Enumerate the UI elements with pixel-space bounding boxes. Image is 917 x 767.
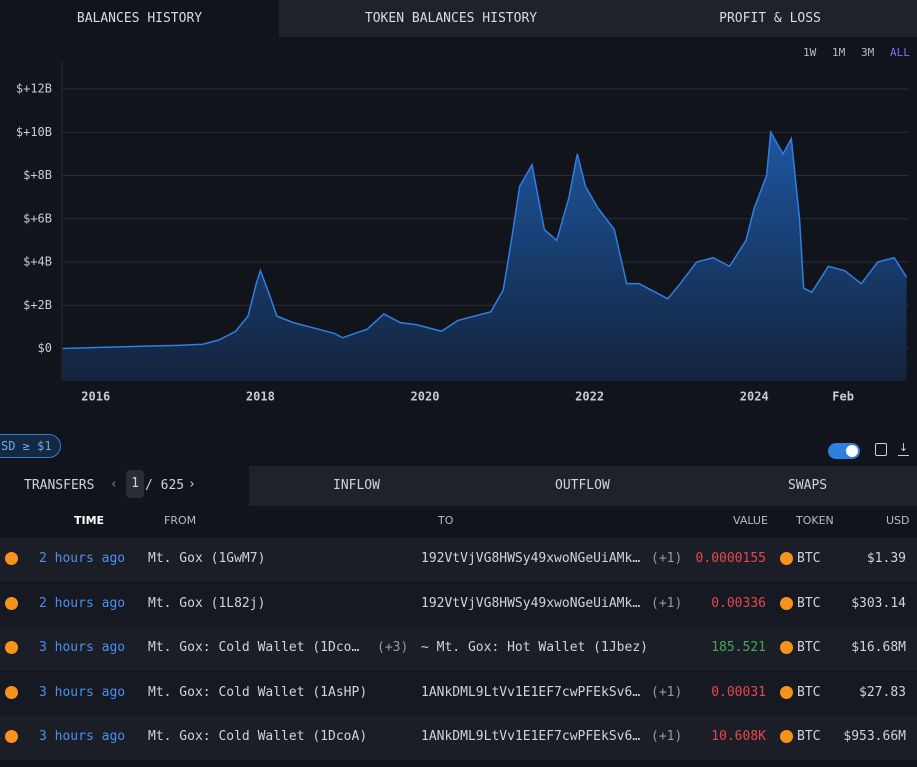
header[interactable]: USD — [886, 514, 910, 527]
to-extra: (+1) — [651, 595, 683, 611]
token: BTC — [797, 595, 821, 611]
usd: $953.66M — [843, 729, 906, 745]
row-bg — [0, 582, 917, 627]
page-total: / 625 — [145, 478, 185, 493]
btc-icon — [780, 596, 793, 610]
time[interactable]: 3 hours ago — [39, 729, 126, 745]
usd: $16.68M — [851, 640, 906, 656]
token: BTC — [797, 684, 821, 700]
btc-icon — [5, 596, 18, 610]
area — [62, 132, 907, 381]
usd: $27.83 — [859, 684, 906, 700]
from[interactable]: Mt. Gox (1GwM7) — [148, 551, 266, 566]
y-tick-label: $+12B — [16, 82, 52, 96]
from[interactable]: Mt. Gox: Cold Wallet (1Dco… — [148, 640, 360, 656]
row-bg — [0, 627, 917, 672]
line — [62, 129, 908, 350]
usd: $1.39 — [866, 551, 906, 566]
time[interactable]: 2 hours ago — [39, 595, 126, 611]
to[interactable]: 192VtVjVG8HWSy49xwoNGeUiAMk… — [421, 551, 641, 566]
tab[interactable]: BALANCES HISTORY — [0, 0, 279, 37]
y-tick-label: $+4B — [23, 255, 52, 269]
filter-pill[interactable]: SD ≥ $1 — [0, 434, 61, 458]
prev[interactable]: ‹ — [110, 477, 118, 492]
range[interactable]: 1M — [832, 46, 846, 59]
value: 0.00031 — [711, 684, 766, 700]
to[interactable]: 192VtVjVG8HWSy49xwoNGeUiAMk… — [421, 595, 641, 611]
download-icon[interactable]: ↓ — [898, 441, 909, 456]
value: 185.521 — [711, 640, 766, 656]
btc-icon — [780, 685, 793, 699]
btc-icon — [780, 641, 793, 655]
y-tick-label: $+6B — [23, 211, 52, 225]
time[interactable]: 3 hours ago — [39, 684, 126, 700]
value: 0.00336 — [711, 595, 766, 611]
to[interactable]: 1ANkDML9LtVv1E1EF7cwPFEkSv6… — [421, 684, 641, 700]
token: BTC — [797, 551, 821, 566]
range[interactable]: 3M — [861, 46, 875, 59]
y-tick-label: $+8B — [23, 168, 52, 182]
tab[interactable]: TOKEN BALANCES HISTORY — [279, 0, 623, 37]
tab[interactable]: INFLOW — [333, 478, 380, 493]
to[interactable]: ~ Mt. Gox: Hot Wallet (1Jbez) — [421, 640, 648, 656]
btc-icon — [5, 641, 18, 655]
header[interactable]: TO — [438, 514, 454, 527]
row-bg — [0, 671, 917, 716]
to[interactable]: 1ANkDML9LtVv1E1EF7cwPFEkSv6… — [421, 729, 641, 745]
header[interactable]: FROM — [164, 514, 197, 527]
btc-icon — [780, 552, 793, 565]
from-extra: (+3) — [377, 640, 409, 656]
x-tick-label: 2024 — [740, 390, 769, 404]
token: BTC — [797, 729, 821, 745]
tab[interactable]: PROFIT & LOSS — [623, 0, 917, 37]
toggle-knob — [846, 445, 858, 457]
from[interactable]: Mt. Gox (1L82j) — [148, 595, 266, 611]
header[interactable]: TIME — [74, 514, 105, 527]
tab[interactable]: SWAPS — [788, 478, 828, 493]
x-tick-label: Feb — [832, 390, 854, 404]
from[interactable]: Mt. Gox: Cold Wallet (1AsHP) — [148, 684, 368, 700]
page-number[interactable]: 1 — [126, 470, 144, 498]
row-bg — [0, 538, 917, 582]
from[interactable]: Mt. Gox: Cold Wallet (1DcoA) — [148, 729, 368, 745]
toggle[interactable] — [828, 443, 860, 459]
y-tick-label: $+2B — [23, 298, 52, 312]
chart: $0 $+2B $+4B $+6B $+8B $+10B $+12B 2016 2018 2020… — [15, 62, 909, 404]
time[interactable]: 2 hours ago — [39, 551, 126, 566]
row-bg — [0, 716, 917, 761]
value: 0.0000155 — [695, 551, 766, 566]
range[interactable]: 1W — [803, 46, 817, 59]
x-tick-label: 2020 — [411, 390, 440, 404]
y-tick-label: $+10B — [16, 125, 52, 139]
tab[interactable]: OUTFLOW — [555, 478, 610, 493]
btc-icon — [780, 730, 793, 744]
to-extra: (+1) — [651, 729, 683, 745]
usd: $303.14 — [851, 595, 906, 611]
tab[interactable]: TRANSFERS — [24, 478, 95, 493]
btc-icon — [5, 730, 18, 744]
x-tick-label: 2022 — [575, 390, 604, 404]
to-extra: (+1) — [651, 684, 683, 700]
y-tick-label: $0 — [38, 341, 52, 355]
x-tick-label: 2016 — [81, 390, 110, 404]
token: BTC — [797, 640, 821, 656]
x-tick-label: 2018 — [246, 390, 275, 404]
header[interactable]: VALUE — [733, 514, 768, 527]
btc-icon — [5, 685, 18, 699]
header[interactable]: TOKEN — [796, 514, 834, 527]
to-extra: (+1) — [651, 551, 683, 566]
value: 10.608K — [711, 729, 766, 745]
active-tab — [0, 466, 249, 506]
copy-icon[interactable] — [875, 443, 887, 456]
btc-icon — [5, 552, 18, 565]
range[interactable]: ALL — [890, 46, 910, 59]
time[interactable]: 3 hours ago — [39, 640, 126, 656]
next[interactable]: › — [188, 477, 196, 492]
